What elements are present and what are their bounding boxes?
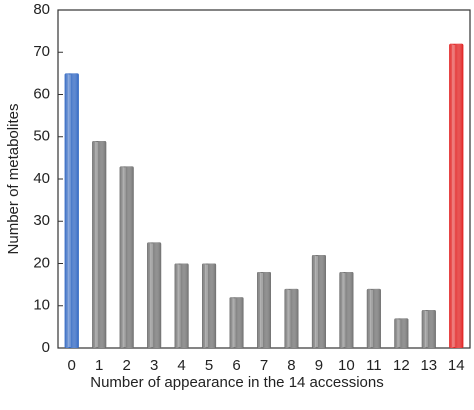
bar — [147, 242, 162, 348]
x-tick-label: 2 — [122, 357, 130, 374]
bar — [202, 263, 217, 348]
y-tick-label: 40 — [33, 170, 50, 187]
x-tick-label: 0 — [68, 357, 76, 374]
x-tick-label: 9 — [315, 357, 323, 374]
x-tick-label: 12 — [393, 357, 410, 374]
bar — [92, 140, 107, 348]
bar — [229, 297, 244, 348]
x-tick-label: 8 — [287, 357, 295, 374]
x-tick-label: 6 — [232, 357, 240, 374]
bar — [64, 73, 79, 348]
x-tick-label: 5 — [205, 357, 213, 374]
bar — [421, 309, 436, 348]
y-axis-label: Number of metabolites — [5, 104, 22, 255]
bar — [284, 288, 299, 348]
x-tick-label: 13 — [420, 357, 437, 374]
bar — [257, 271, 271, 348]
y-tick-label: 10 — [33, 297, 50, 314]
bar — [366, 288, 381, 348]
x-tick-label: 10 — [338, 357, 355, 374]
x-tick-label: 4 — [177, 357, 185, 374]
y-tick-label: 70 — [33, 43, 50, 60]
bar — [449, 43, 464, 349]
bar — [394, 318, 409, 348]
x-tick-label: 3 — [150, 357, 158, 374]
x-tick-label: 11 — [366, 357, 382, 374]
bar — [339, 271, 354, 348]
y-tick-label: 0 — [42, 339, 50, 356]
y-tick-label: 50 — [33, 128, 50, 145]
x-tick-label: 1 — [95, 357, 103, 374]
bar — [119, 166, 134, 348]
y-tick-label: 20 — [33, 254, 50, 271]
y-tick-label: 60 — [33, 85, 50, 102]
bar — [311, 255, 326, 348]
bar — [174, 263, 189, 348]
x-tick-label: 7 — [260, 357, 268, 374]
y-tick-label: 80 — [33, 1, 50, 18]
x-tick-label: 14 — [448, 357, 465, 374]
x-axis-label: Number of appearance in the 14 accession… — [90, 374, 384, 391]
y-tick-label: 30 — [33, 212, 50, 229]
